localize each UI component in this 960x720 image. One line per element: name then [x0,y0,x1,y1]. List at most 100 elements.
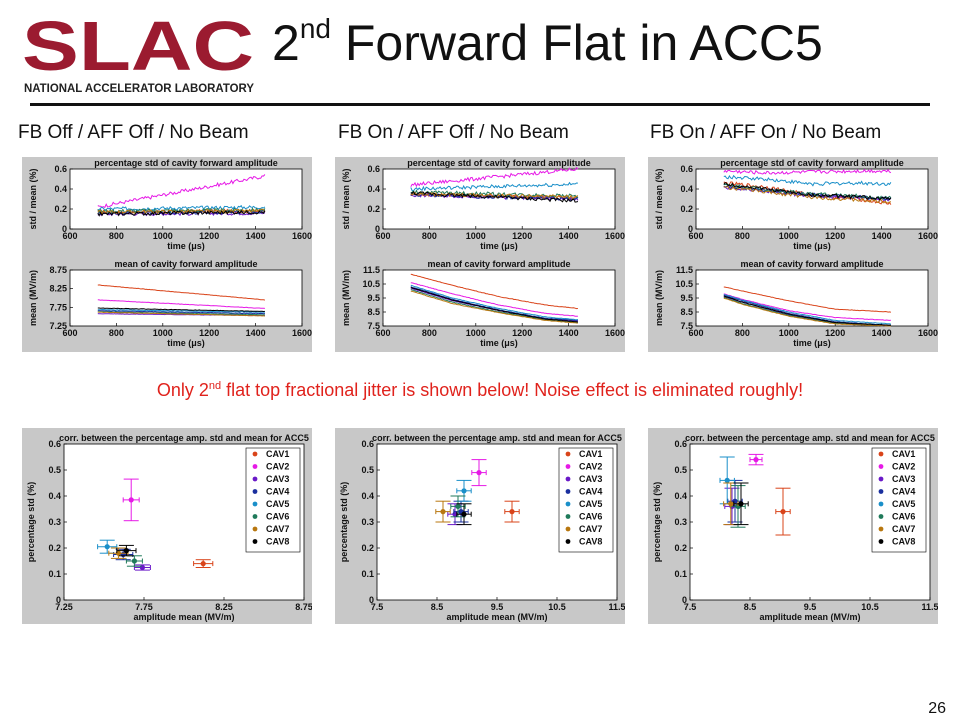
y-tick-label: 11.5 [676,265,693,275]
logo-subtext: NATIONAL ACCELERATOR LABORATORY [24,83,254,95]
chart-mean-fb-on: mean of cavity forward amplitude 600 800 10… [335,256,625,352]
x-tick-label: 1000 [153,231,173,241]
note-sup: nd [208,380,222,392]
y-tick-label: 9.5 [367,293,380,303]
legend-label-cav6: CAV6 [266,512,289,522]
series-line-cav7 [723,185,892,204]
y-tick-label: 0.5 [674,465,687,475]
legend-marker-cav7 [878,526,884,532]
series-line-cav8 [97,307,265,313]
series-line-cav1 [410,273,578,310]
y-tick-label: 10.5 [362,279,380,289]
y-tick-label: 0.4 [361,491,374,501]
y-tick-label: 0.4 [367,184,380,194]
y-tick-label: 0 [369,595,374,605]
y-axis-label: std / mean (%) [28,168,38,229]
point-cav7 [728,501,734,507]
legend-marker-cav5 [252,501,258,507]
y-tick-label: 0 [375,224,380,234]
y-axis-label: mean (MV/m) [28,270,38,326]
point-cav8 [738,501,744,507]
logo-wordmark: SLAC [22,8,254,85]
point-cav8 [461,511,467,517]
legend-label-cav8: CAV8 [579,537,602,547]
legend-label-cav7: CAV7 [892,524,915,534]
x-tick-label: 1200 [199,231,219,241]
x-tick-label: 1600 [605,231,625,241]
x-tick-label: 8.25 [215,602,233,612]
legend-marker-cav6 [878,514,884,519]
point-cav8 [123,548,129,554]
x-tick-label: 1000 [779,231,799,241]
legend-label-cav2: CAV2 [579,462,602,472]
legend-label-cav3: CAV3 [266,474,289,484]
x-tick-label: 8.75 [295,602,312,612]
legend-label-cav5: CAV5 [579,499,602,509]
legend-label-cav3: CAV3 [579,474,602,484]
y-tick-label: 8.75 [49,265,67,275]
point-cav2 [128,497,134,503]
y-tick-label: 0.6 [367,164,380,174]
series-line-cav5 [723,294,892,325]
point-cav1 [780,509,786,515]
title-prefix: 2 [272,15,300,71]
y-axis-label: mean (MV/m) [654,270,664,326]
column-title-3: FB On / AFF On / No Beam [650,122,882,143]
chart-std-fb-on: percentage std of cavity forward amplitu… [335,157,625,257]
note-after: flat top fractional jitter is shown belo… [221,380,804,400]
y-tick-label: 0.2 [367,204,380,214]
x-tick-label: 1200 [512,328,532,338]
chart-std-fb-off: percentage std of cavity forward amplitu… [22,157,312,257]
note-before: Only 2 [156,380,209,400]
y-tick-label: 0.6 [674,439,687,449]
y-axis-label: percentage std (%) [339,482,349,563]
legend-marker-cav7 [565,526,571,532]
y-tick-label: 0.6 [680,164,693,174]
series-line-cav7 [97,311,266,317]
y-tick-label: 0 [682,595,687,605]
legend-label-cav8: CAV8 [266,537,289,547]
legend-marker-cav8 [878,539,884,544]
point-cav7 [440,509,446,515]
plot-area [69,269,303,327]
x-tick-label: 11.5 [608,602,625,612]
series-line-cav5 [97,204,266,212]
series-line-cav7 [723,297,891,327]
chart-corr-fb-on: corr. between the percentage amp. std an… [335,428,625,624]
x-tick-label: 1400 [246,231,266,241]
x-tick-label: 7.5 [684,602,697,612]
legend-marker-cav4 [565,489,571,494]
series-line-cav2 [723,168,892,175]
x-tick-label: 7.5 [371,602,384,612]
legend-marker-cav8 [252,539,258,544]
y-tick-label: 0.4 [680,184,693,194]
y-tick-label: 0.1 [674,569,687,579]
legend-marker-cav7 [252,526,258,532]
x-tick-label: 800 [735,328,750,338]
legend-marker-cav3 [565,476,571,482]
series-line-cav1 [723,286,892,313]
x-tick-label: 1000 [153,328,173,338]
x-tick-label: 800 [422,231,437,241]
chart-title: mean of cavity forward amplitude [427,259,570,269]
legend-marker-cav1 [878,451,884,457]
x-tick-label: 600 [375,328,390,338]
legend-label-cav3: CAV3 [892,474,915,484]
point-cav5 [724,477,730,483]
x-tick-label: 1600 [918,328,938,338]
legend-marker-cav5 [565,501,571,507]
slac-logo: SLAC NATIONAL ACCELERATOR LABORATORY [22,8,254,95]
y-tick-label: 7.75 [49,302,67,312]
jitter-note: Only 2nd flat top fractional jitter is s… [0,380,960,401]
series-line-cav5 [723,174,892,187]
page-number: 26 [928,700,946,717]
y-tick-label: 0.2 [54,204,67,214]
y-tick-label: 0.2 [674,543,687,553]
x-tick-label: 1600 [292,328,312,338]
x-tick-label: 7.75 [135,602,153,612]
x-tick-label: 1200 [825,328,845,338]
point-cav6 [455,503,461,509]
y-tick-label: 0.1 [48,569,61,579]
x-tick-label: 7.25 [55,602,73,612]
series-line-cav2 [723,293,891,321]
